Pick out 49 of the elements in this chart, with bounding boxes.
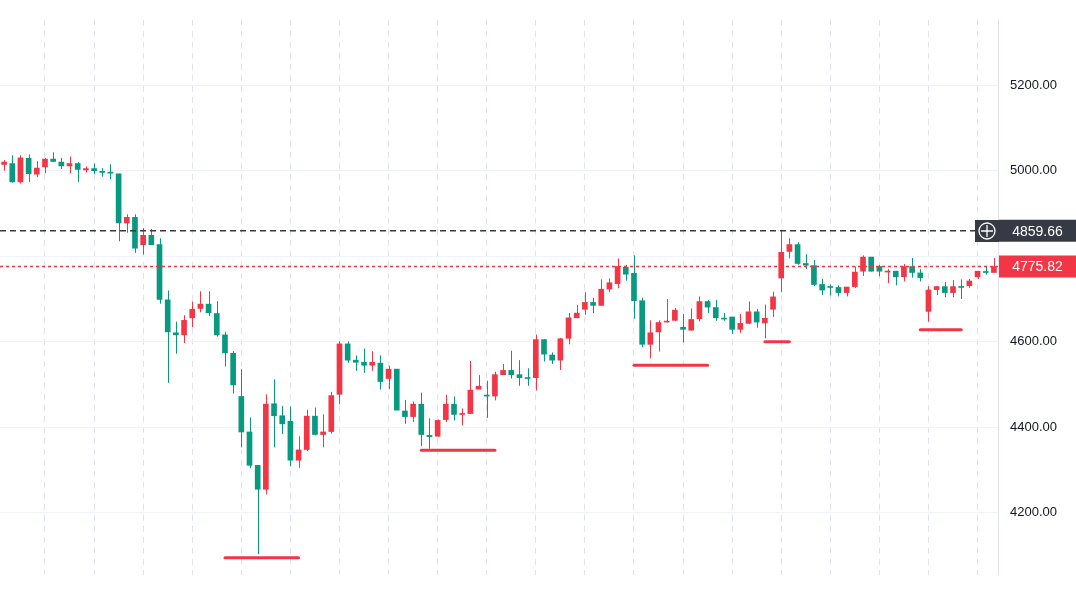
candlestick: [426, 417, 433, 450]
candlestick: [827, 283, 834, 297]
candlestick: [451, 395, 457, 421]
candlestick: [123, 213, 130, 234]
candlestick: [688, 307, 695, 332]
candlestick: [598, 278, 605, 307]
ref-line-label: 4859.66: [1012, 222, 1064, 239]
candlestick: [140, 227, 146, 256]
candlestick: [189, 301, 196, 328]
candlestick: [74, 161, 81, 183]
candlestick: [279, 405, 286, 435]
candlestick: [647, 319, 654, 359]
y-tick-label: 4200.00: [1010, 504, 1057, 520]
candlestick: [811, 259, 817, 287]
candlestick: [516, 359, 523, 387]
candlestick: [680, 313, 686, 344]
candlestick: [492, 371, 498, 401]
candlestick: [582, 291, 588, 316]
candlestick: [402, 399, 408, 425]
candlestick: [565, 312, 572, 345]
y-tick-label: 5200.00: [1010, 76, 1057, 92]
candlestick: [312, 407, 318, 436]
candlestick: [320, 413, 326, 448]
candlestick: [770, 291, 776, 318]
candlestick: [762, 304, 768, 339]
candlestick: [737, 313, 744, 334]
candlestick: [786, 237, 793, 259]
candlestick: [361, 348, 367, 374]
candlestick: [213, 300, 220, 338]
y-tick-label: 5000.00: [1010, 162, 1057, 178]
candlestick: [909, 257, 915, 279]
candlestick: [958, 278, 965, 300]
candlestick: [173, 321, 179, 355]
candlestick: [410, 401, 416, 423]
candlestick: [508, 350, 515, 380]
candlestick: [852, 266, 858, 289]
candlestick: [369, 350, 376, 372]
candlestick: [541, 338, 547, 362]
candlestick: [222, 331, 228, 368]
candlestick: [181, 314, 187, 344]
candlestick: [271, 378, 277, 448]
candlestick: [443, 394, 449, 423]
candlestick: [753, 308, 760, 329]
y-tick-label: 4600.00: [1010, 333, 1057, 349]
ref-line-label: 4775.82: [1012, 258, 1064, 275]
y-tick-label: 4400.00: [1010, 418, 1057, 434]
candlestick: [794, 241, 801, 266]
candlestick: [9, 154, 16, 184]
candlestick: [712, 299, 719, 322]
